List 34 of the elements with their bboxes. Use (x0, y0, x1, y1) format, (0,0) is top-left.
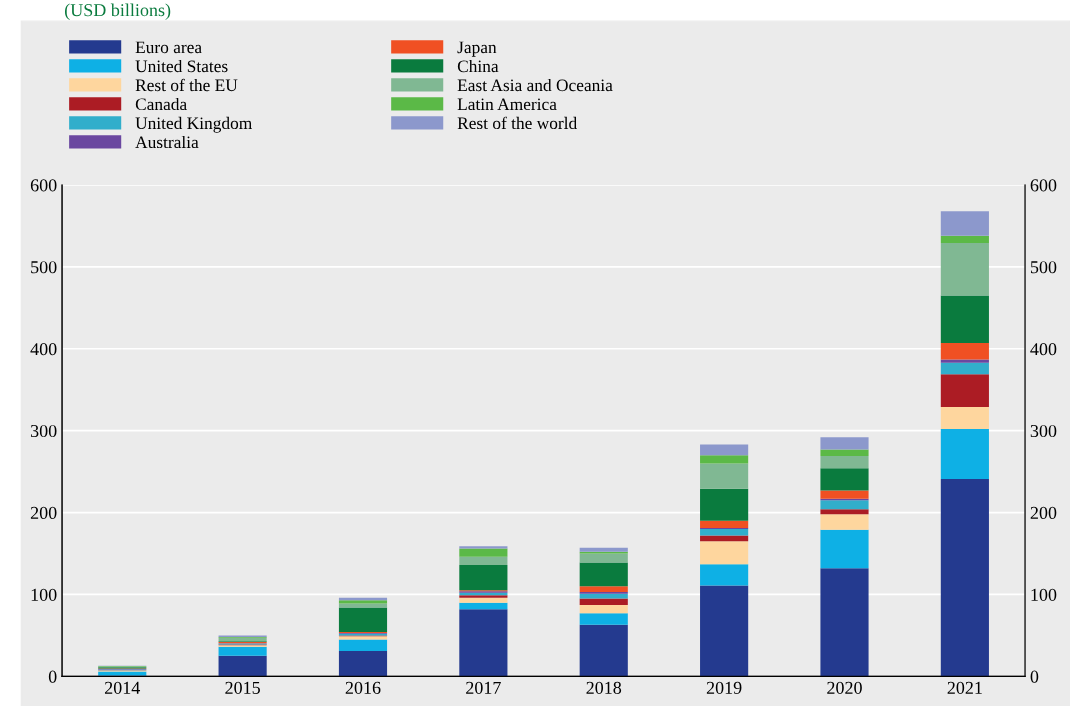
legend-label: United Kingdom (135, 116, 252, 133)
x-tick-label: 2015 (225, 681, 260, 694)
y-tick-label: 500 (31, 261, 57, 274)
y2-tick-label: 300 (1030, 424, 1057, 438)
legend-label: Rest of the EU (135, 78, 238, 92)
x-tick-label: 2020 (827, 681, 862, 694)
legend-label: Japan (457, 41, 497, 57)
legend-label: China (457, 59, 499, 73)
x-tick-label: 2021 (947, 681, 982, 694)
y-tick-label: 400 (30, 343, 57, 356)
chart-subtitle: (USD billions) (64, 3, 171, 20)
x-tick-label: 2016 (345, 681, 381, 694)
y2-tick-label: 0 (1030, 670, 1039, 683)
y-tick-label: 200 (30, 506, 57, 519)
y2-tick-label: 100 (1031, 588, 1057, 601)
y-tick-label: 100 (31, 588, 57, 601)
x-tick-label: 2018 (586, 681, 622, 694)
y2-tick-label: 600 (1030, 179, 1057, 192)
y-tick-label: 0 (48, 670, 57, 683)
x-tick-label: 2019 (706, 681, 742, 694)
y-tick-label: 300 (30, 424, 57, 438)
y-tick-label: 600 (30, 179, 57, 192)
legend-label: United States (135, 59, 228, 73)
y2-tick-label: 500 (1030, 261, 1057, 274)
legend-label: East Asia and Oceania (457, 78, 613, 92)
y2-tick-label: 200 (1030, 506, 1057, 519)
legend-label: Euro area (135, 41, 202, 54)
legend-label: Australia (135, 135, 199, 149)
x-tick-label: 2014 (104, 681, 141, 694)
x-tick-label: 2017 (466, 681, 501, 694)
legend-label: Canada (135, 97, 187, 111)
y2-tick-label: 400 (1030, 343, 1057, 356)
legend-label: Latin America (457, 98, 557, 111)
legend-label: Rest of the world (457, 116, 577, 130)
